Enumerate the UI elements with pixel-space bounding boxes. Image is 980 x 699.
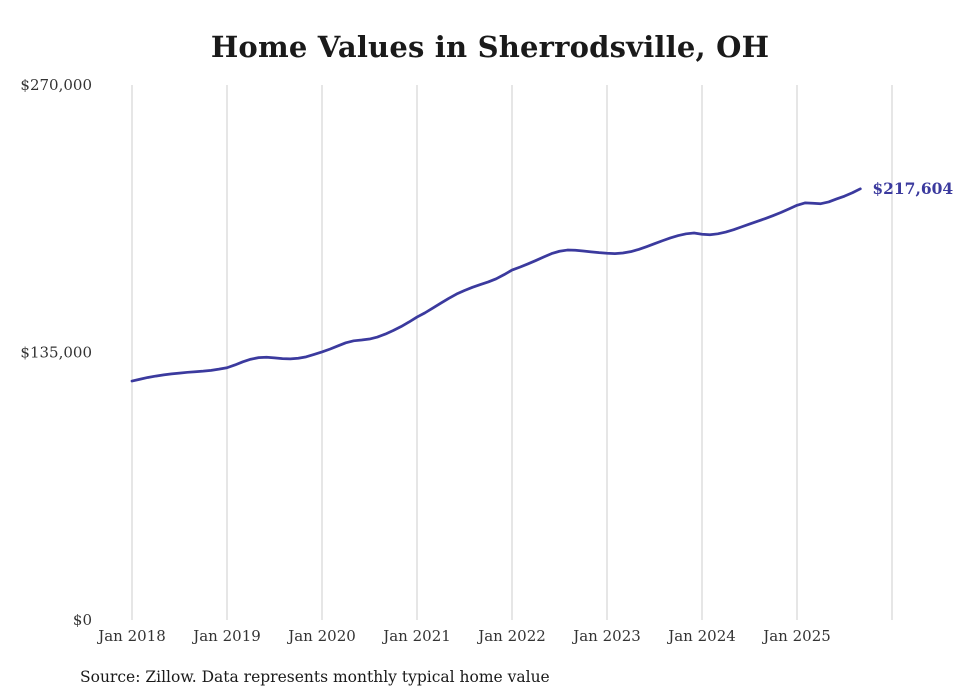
chart-title: Home Values in Sherrodsville, OH	[210, 30, 770, 64]
x-axis-tick-label: Jan 2022	[476, 627, 546, 645]
x-axis-tick-label: Jan 2020	[286, 627, 356, 645]
x-axis-tick-label: Jan 2025	[761, 627, 831, 645]
x-axis-tick-label: Jan 2023	[571, 627, 641, 645]
x-axis-tick-label: Jan 2021	[381, 627, 451, 645]
y-axis-tick-label: $270,000	[20, 76, 92, 94]
y-axis-tick-label: $0	[73, 611, 92, 629]
y-axis-tick-label: $135,000	[20, 344, 92, 362]
x-axis-tick-label: Jan 2018	[96, 627, 166, 645]
latest-value-label: $217,604	[872, 178, 954, 198]
x-axis-tick-label: Jan 2019	[191, 627, 261, 645]
source-note: Source: Zillow. Data represents monthly …	[80, 668, 550, 686]
home-value-line	[130, 187, 862, 383]
x-axis-tick-label: Jan 2024	[666, 627, 736, 645]
